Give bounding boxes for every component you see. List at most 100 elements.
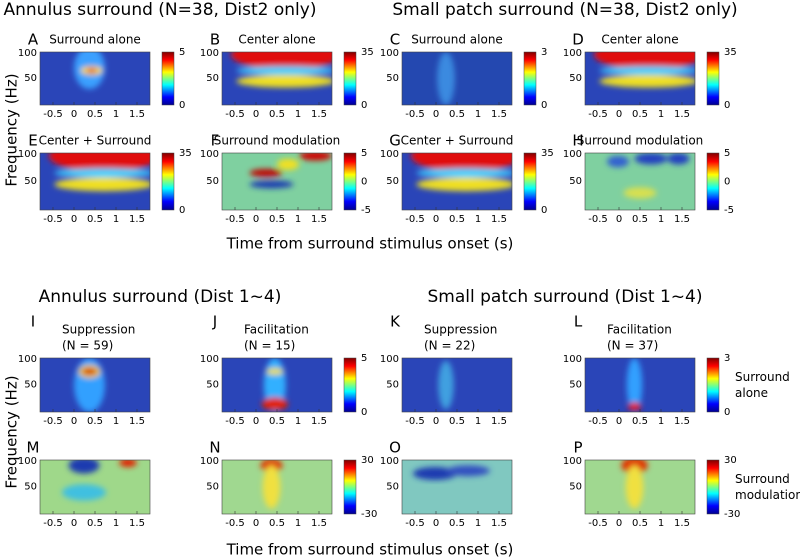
y-tick-label: 100 [380,149,399,160]
colorbar-tick-label: 3 [541,47,547,58]
x-tick-label: 1 [113,109,119,120]
colorbar-tick-label: 0 [724,100,730,111]
heatmap [222,153,332,210]
panel: L Facilitation (N = 37) -0.5 0 0.5 1 1.5 100 50 3 0… [563,313,790,428]
heatmap-blobs [626,358,643,412]
panel-subtitle: (N = 22) [424,339,475,353]
colorbar-tick-label: 0 [361,407,367,418]
panel: D Center alone -0.5 0 0.5 1 1.5 100 50 35 0 [563,31,737,121]
y-tick-label: 100 [200,354,219,365]
x-tick-label: 0.5 [269,109,285,120]
colorbar-tick-label: 0 [724,177,730,188]
x-tick-label: 1.5 [491,214,507,225]
y-tick-label: 50 [206,379,219,390]
heatmap [40,153,150,210]
heatmap-blobs [621,460,648,509]
x-axis-label: Time from surround stimulus onset (s) [226,541,514,559]
x-tick-label: 1.5 [674,109,690,120]
heatmap-blob [599,74,695,88]
x-tick-label: 1.5 [129,214,145,225]
colorbar-tick-label: 0 [361,177,367,188]
heatmap-blobs [413,465,490,480]
x-tick-label: 0 [71,109,77,120]
y-tick-label: 50 [24,379,37,390]
heatmap-blob [54,177,150,192]
x-tick-label: 0 [616,416,622,427]
panel-title: Center + Surround [39,134,152,148]
heatmap [585,358,695,412]
panel: B Center alone -0.5 0 0.5 1 1.5 100 50 35 0 [200,31,374,121]
heatmap-blob [261,397,288,411]
y-tick-label: 50 [386,481,399,492]
panel: E Center + Surround -0.5 0 0.5 1 1.5 100 50 35 0 [18,132,192,226]
panel-letter: B [210,31,220,49]
y-tick-label: 50 [206,176,219,187]
panel: C Surround alone -0.5 0 0.5 1 1.5 100 50 3 0 [380,31,547,121]
panel: I Suppression (N = 59) -0.5 0 0.5 1 1.5 100 50 [18,313,151,427]
x-tick-label: 1 [295,518,301,529]
x-tick-label: 0.5 [449,109,465,120]
colorbar-tick-label: 0 [179,100,185,111]
section-title: Annulus surround (N=38, Dist2 only) [4,0,317,20]
x-tick-label: -0.5 [588,109,608,120]
panel-subtitle: (N = 59) [62,339,113,353]
x-tick-label: 0.5 [449,214,465,225]
x-tick-label: -0.5 [405,109,425,120]
section-title: Small patch surround (N=38, Dist2 only) [392,0,737,20]
panel-letter: E [28,132,37,150]
colorbar-tick-label: 5 [361,353,367,364]
heatmap [402,52,512,105]
heatmap-blob [62,484,106,501]
heatmap-blob [119,460,137,468]
y-tick-label: 100 [563,149,582,160]
x-tick-label: 0.5 [87,518,103,529]
x-tick-label: 1 [113,416,119,427]
x-tick-label: 1 [295,109,301,120]
panel-letter: P [573,439,582,457]
colorbar [706,152,720,211]
heatmap-blob [446,465,490,477]
heatmap-blob [236,66,332,75]
x-tick-label: -0.5 [588,416,608,427]
y-tick-label: 50 [569,481,582,492]
panel-title: Suppression [62,323,135,337]
x-tick-label: -0.5 [405,416,425,427]
heatmap [40,52,150,105]
y-tick-label: 50 [386,176,399,187]
y-tick-label: 100 [200,456,219,467]
y-tick-label: 100 [563,456,582,467]
heatmap-blobs [607,153,690,199]
heatmap-blob [416,177,512,192]
heatmap-blob [416,168,512,178]
x-tick-label: -0.5 [405,518,425,529]
heatmap-blobs [230,52,332,88]
heatmap-blob [627,402,642,411]
x-tick-label: 1.5 [674,214,690,225]
x-tick-label: 1.5 [311,214,327,225]
x-tick-label: 0.5 [87,214,103,225]
panel-title: Center alone [238,33,315,47]
heatmap-blobs [410,153,512,192]
panel-title: Facilitation [607,323,672,337]
x-tick-label: 1 [475,518,481,529]
x-tick-label: 0.5 [632,518,648,529]
heatmap-blob [68,460,100,474]
y-axis-label: Frequency (Hz) [3,375,21,488]
x-axis-label: Time from surround stimulus onset (s) [226,235,514,253]
x-tick-label: -0.5 [225,518,245,529]
heatmap [222,358,332,412]
heatmap [402,153,512,210]
x-tick-label: 0 [71,518,77,529]
heatmap-blobs [74,52,105,90]
heatmap-blob [625,465,644,509]
heatmap-blob [667,153,690,165]
y-tick-label: 100 [563,48,582,59]
x-tick-label: 1 [113,518,119,529]
x-tick-label: 1.5 [674,416,690,427]
x-tick-label: 0.5 [269,518,285,529]
heatmap-blob [230,52,332,70]
y-tick-label: 100 [200,48,219,59]
y-tick-label: 50 [569,73,582,84]
y-tick-label: 100 [380,456,399,467]
